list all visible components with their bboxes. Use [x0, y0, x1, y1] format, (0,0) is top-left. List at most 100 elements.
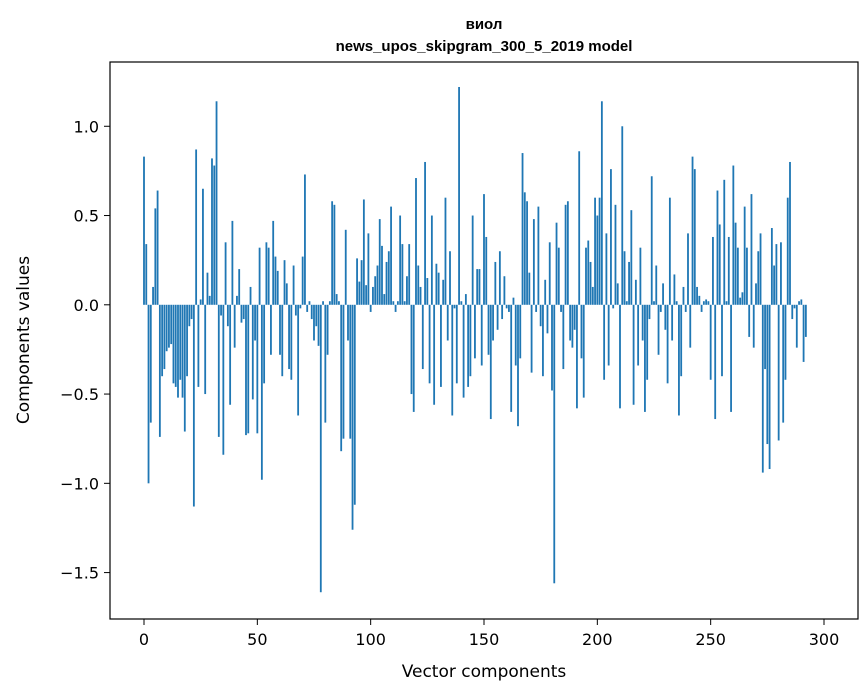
- bar-9: [163, 304, 166, 370]
- bar-130: [437, 272, 440, 305]
- bar-184: [560, 304, 562, 312]
- bar-70: [301, 256, 304, 305]
- bar-274: [764, 304, 766, 370]
- bar-20: [188, 304, 191, 327]
- bar-142: [464, 294, 467, 305]
- x-tick-label-3: 150: [469, 630, 500, 649]
- bar-46: [247, 304, 250, 434]
- bar-200: [596, 215, 599, 305]
- bar-225: [653, 301, 655, 305]
- bar-138: [455, 304, 458, 384]
- bar-153: [489, 304, 492, 420]
- bar-36: [224, 242, 227, 305]
- bar-112: [396, 301, 399, 305]
- bar-158: [501, 304, 504, 320]
- bar-152: [487, 304, 490, 355]
- bar-76: [315, 304, 318, 327]
- bar-174: [537, 206, 540, 305]
- y-tick-label-3: 0.0: [74, 296, 99, 315]
- bar-6: [156, 190, 159, 305]
- bar-106: [383, 294, 386, 305]
- bar-39: [231, 220, 234, 305]
- bar-122: [419, 286, 422, 305]
- x-tick-label-5: 250: [695, 630, 726, 649]
- bar-3: [149, 304, 152, 423]
- bar-244: [696, 286, 698, 305]
- bar-172: [532, 219, 535, 305]
- bar-83: [331, 201, 334, 305]
- bar-221: [644, 304, 646, 412]
- bar-100: [369, 304, 372, 312]
- bar-109: [390, 206, 392, 305]
- bar-267: [748, 304, 751, 337]
- bar-74: [310, 304, 313, 320]
- bar-123: [421, 304, 424, 370]
- bar-140: [460, 301, 463, 305]
- bar-42: [238, 269, 241, 305]
- bar-103: [376, 265, 379, 305]
- bar-85: [335, 294, 338, 305]
- bar-78: [319, 304, 322, 593]
- bar-183: [557, 247, 560, 305]
- bar-194: [582, 304, 585, 398]
- bar-156: [496, 304, 499, 330]
- bar-242: [691, 156, 694, 305]
- y-tick-label-5: 1.0: [74, 117, 99, 136]
- bar-137: [453, 304, 456, 309]
- bar-202: [600, 101, 603, 305]
- y-tick-label-4: 0.5: [74, 207, 99, 226]
- bar-253: [716, 190, 719, 305]
- bar-139: [458, 86, 460, 305]
- bar-41: [236, 295, 238, 305]
- bar-104: [378, 219, 381, 305]
- bar-280: [777, 304, 780, 441]
- bar-16: [179, 304, 182, 380]
- bar-29: [208, 295, 211, 305]
- bar-176: [542, 304, 544, 377]
- bar-124: [424, 161, 426, 305]
- bar-250: [709, 304, 712, 380]
- bar-91: [349, 304, 352, 439]
- bar-23: [195, 149, 198, 305]
- bar-165: [517, 304, 519, 427]
- x-tick-label-6: 300: [809, 630, 840, 649]
- bar-276: [768, 304, 771, 470]
- bar-92: [351, 304, 354, 530]
- bar-222: [646, 304, 649, 380]
- bar-86: [338, 301, 340, 305]
- bar-203: [603, 304, 606, 380]
- bar-239: [684, 304, 687, 312]
- bar-231: [666, 304, 669, 384]
- bar-32: [215, 101, 218, 305]
- bar-141: [462, 304, 465, 398]
- bar-288: [795, 304, 798, 348]
- x-tick-label-4: 200: [582, 630, 613, 649]
- bar-111: [394, 304, 397, 312]
- bar-79: [322, 301, 324, 305]
- bar-248: [705, 299, 708, 305]
- bar-27: [204, 304, 207, 395]
- bar-110: [392, 301, 395, 305]
- bar-113: [399, 215, 402, 305]
- bar-234: [673, 274, 676, 305]
- bar-61: [281, 304, 284, 377]
- bar-13: [172, 304, 175, 384]
- bar-89: [344, 229, 347, 305]
- bar-17: [181, 304, 184, 398]
- bar-213: [625, 301, 628, 305]
- bar-197: [589, 261, 592, 305]
- bar-187: [566, 201, 569, 305]
- bar-255: [721, 304, 723, 377]
- bar-256: [723, 179, 726, 305]
- bar-69: [299, 304, 302, 309]
- bar-208: [614, 204, 617, 305]
- bar-145: [471, 215, 474, 305]
- bar-235: [675, 301, 678, 305]
- bar-132: [442, 279, 445, 305]
- bar-249: [707, 301, 710, 305]
- bar-211: [621, 126, 624, 305]
- bar-59: [276, 270, 279, 305]
- bar-series: [143, 86, 807, 593]
- bar-286: [791, 304, 794, 320]
- x-axis-label: Vector components: [402, 662, 567, 682]
